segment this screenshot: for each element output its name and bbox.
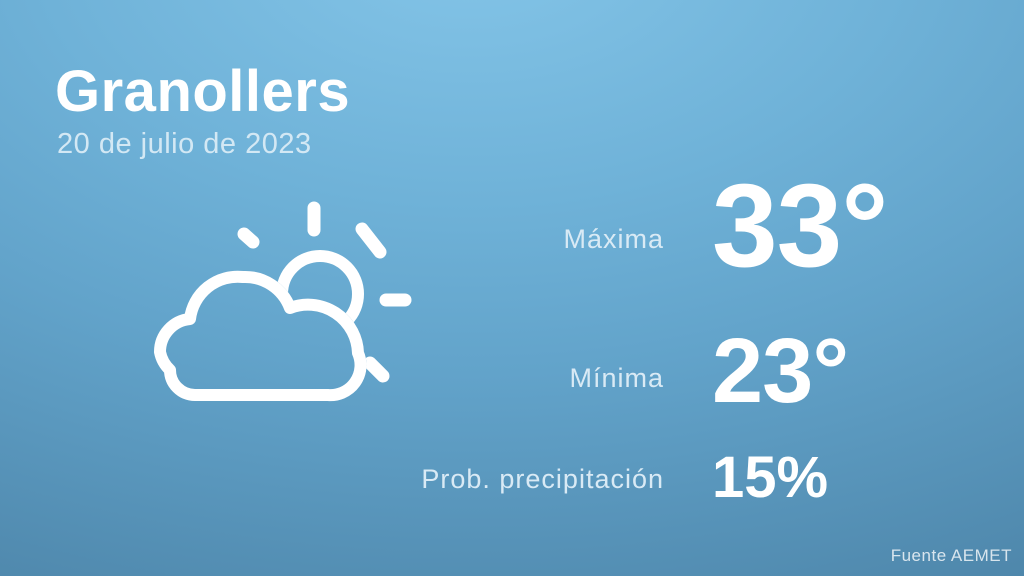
source-credit: Fuente AEMET <box>890 546 1012 565</box>
max-temp-label: Máxima <box>563 224 664 254</box>
min-temp-label: Mínima <box>569 363 664 393</box>
sun-glyph <box>237 201 412 383</box>
page-title: Granollers <box>55 59 351 124</box>
precipitation-label: Prob. precipitación <box>421 464 664 494</box>
sun-behind-cloud-icon <box>153 201 412 402</box>
min-temp-value: 23° <box>712 320 849 422</box>
cloud-glyph <box>153 270 367 402</box>
precipitation-value: 15% <box>712 445 829 510</box>
max-temp-value: 33° <box>712 160 888 292</box>
date-label: 20 de julio de 2023 <box>57 128 312 160</box>
